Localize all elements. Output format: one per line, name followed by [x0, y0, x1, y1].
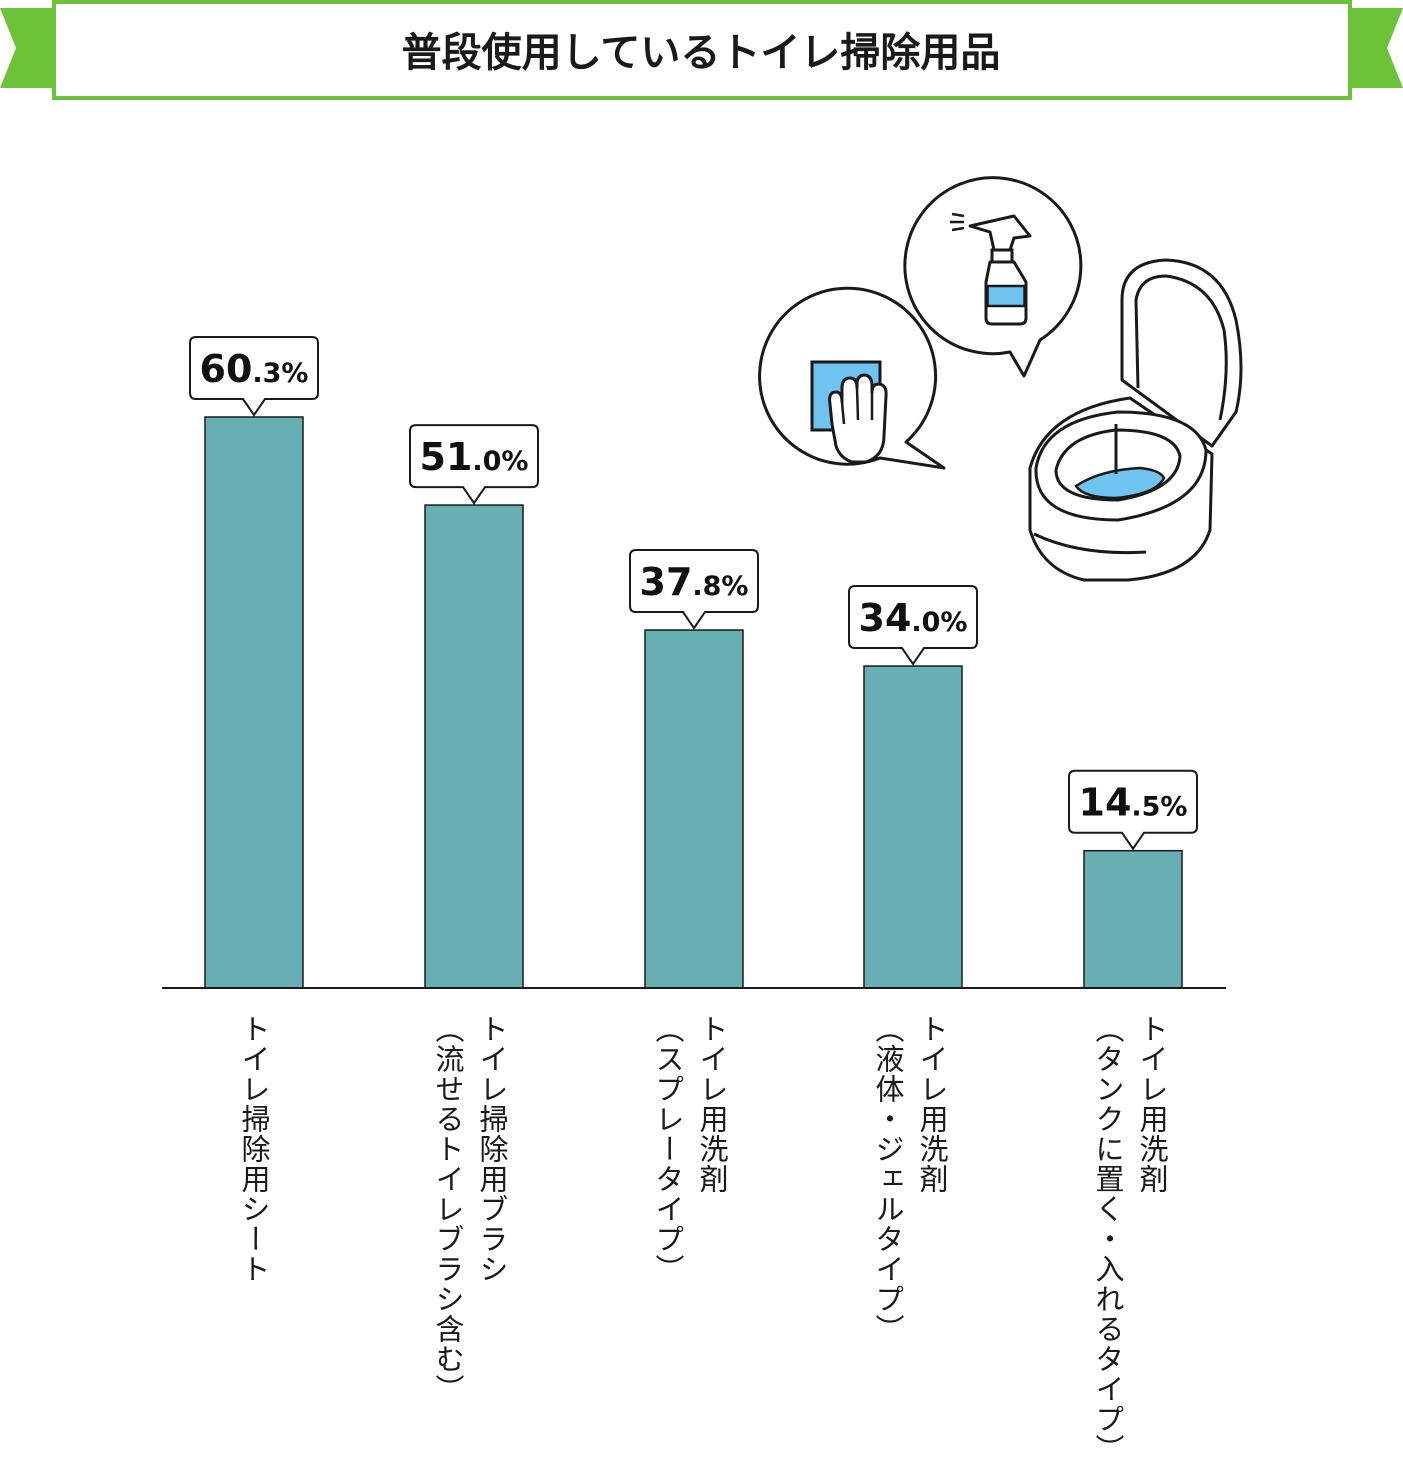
category-label-line: （液体・ジェルタイプ） — [871, 1014, 905, 1344]
value-label-int: 60 — [200, 347, 253, 391]
category-label: トイレ掃除用ブラシ （流せるトイレブラシ含む） — [426, 1014, 514, 1404]
value-label: 37.8% — [640, 560, 749, 604]
value-label: 34.0% — [859, 596, 968, 640]
callout-bubble — [629, 549, 759, 630]
category-label-line: （流せるトイレブラシ含む） — [431, 1014, 465, 1404]
value-label: 14.5% — [1079, 781, 1188, 825]
category-label-line: トイレ用洗剤 — [695, 1014, 729, 1194]
bar — [204, 416, 304, 989]
callout-bubble — [409, 424, 539, 505]
value-label-dec: .5% — [1131, 792, 1187, 823]
category-label: トイレ掃除用シート — [232, 1014, 276, 1284]
value-label-int: 37 — [640, 560, 693, 604]
value-label-dec: .0% — [911, 607, 967, 638]
category-label-line: トイレ用洗剤 — [915, 1014, 949, 1194]
callout-bubble — [1068, 769, 1198, 851]
value-label-int: 51 — [420, 435, 473, 479]
spray-bottle-icon — [903, 176, 1083, 378]
category-label: トイレ用洗剤 （タンクに置く・入れるタイプ） — [1086, 1014, 1174, 1464]
category-label-line: トイレ掃除用ブラシ — [475, 1014, 509, 1284]
value-callout: 34.0% — [848, 585, 978, 666]
bar — [424, 504, 524, 989]
bar — [863, 665, 963, 989]
bars-group — [204, 416, 1183, 989]
toilet-icon — [1028, 258, 1243, 582]
banner-box — [52, 0, 1352, 100]
value-label: 60.3% — [200, 347, 309, 391]
value-label-int: 34 — [859, 596, 912, 640]
value-callout: 14.5% — [1068, 769, 1198, 851]
chart-title: 普段使用しているトイレ掃除用品 — [402, 30, 1001, 76]
value-label-dec: .0% — [472, 446, 528, 477]
value-label-dec: .3% — [252, 358, 308, 389]
callout-bubble — [848, 585, 978, 666]
value-callout: 37.8% — [629, 549, 759, 630]
category-label-line: （タンクに置く・入れるタイプ） — [1091, 1014, 1125, 1464]
category-label-line: （スプレータイプ） — [651, 1014, 685, 1284]
category-label-line: トイレ用洗剤 — [1135, 1014, 1169, 1194]
cloth-glove-icon — [758, 286, 946, 470]
value-callout: 60.3% — [189, 336, 319, 417]
category-label: トイレ用洗剤 （液体・ジェルタイプ） — [866, 1014, 954, 1344]
value-label-dec: .8% — [692, 571, 748, 602]
value-labels-group: 60.3%51.0%37.8%34.0%14.5% — [189, 336, 1198, 851]
category-label-line: トイレ掃除用シート — [237, 1014, 271, 1284]
value-callout: 51.0% — [409, 424, 539, 505]
bar — [644, 629, 744, 989]
callout-bubble — [189, 336, 319, 417]
title-banner: 普段使用しているトイレ掃除用品 — [0, 0, 1403, 100]
value-label-int: 14 — [1079, 781, 1132, 825]
value-label: 51.0% — [420, 435, 529, 479]
category-label: トイレ用洗剤 （スプレータイプ） — [646, 1014, 734, 1284]
bar — [1083, 849, 1183, 989]
